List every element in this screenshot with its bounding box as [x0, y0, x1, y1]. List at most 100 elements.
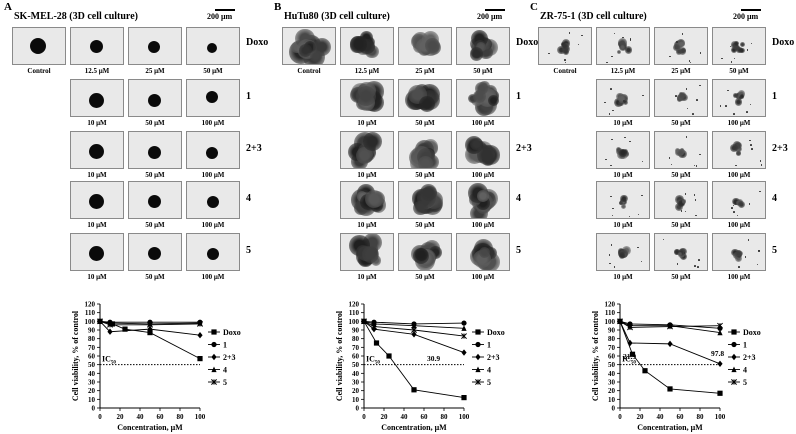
debris-speck	[608, 113, 611, 115]
legend-marker-diamond	[475, 353, 481, 361]
debris-speck	[641, 194, 643, 197]
spheroid-image	[712, 181, 766, 219]
data-point-star	[627, 324, 633, 331]
y-axis-label: Cell viability, % of control	[335, 310, 344, 401]
panel-letter: C	[530, 1, 538, 13]
y-axis-label: Cell viability, % of control	[591, 310, 600, 401]
y-tick-label: 120	[605, 301, 616, 309]
legend-marker-triangle	[475, 366, 481, 373]
spheroid-image	[596, 79, 650, 117]
y-tick-label: 90	[88, 327, 96, 335]
legend-marker-triangle	[731, 366, 737, 373]
data-point-star	[411, 327, 417, 333]
x-tick-label: 0	[98, 413, 102, 421]
debris-speck	[746, 49, 749, 51]
debris-speck	[744, 256, 747, 258]
debris-speck	[628, 215, 631, 218]
spheroid-image	[456, 131, 510, 169]
y-tick-label: 70	[608, 344, 616, 352]
y-tick-label: 50	[608, 361, 616, 369]
spheroid-cluster	[734, 98, 742, 106]
y-tick-label: 20	[88, 387, 96, 395]
data-point-triangle	[461, 325, 467, 331]
y-tick-label: 10	[88, 396, 96, 404]
x-axis-label: Concentration, μM	[381, 423, 447, 432]
data-point-diamond	[667, 340, 673, 348]
y-tick-label: 0	[612, 405, 616, 413]
debris-speck	[668, 157, 671, 159]
legend-label: 2+3	[487, 353, 500, 362]
data-point-diamond	[411, 331, 417, 338]
spheroid-image	[712, 233, 766, 271]
y-tick-label: 100	[349, 318, 360, 326]
spheroid-core	[206, 247, 219, 260]
debris-speck	[735, 164, 737, 167]
debris-speck	[746, 111, 748, 113]
debris-speck	[733, 113, 735, 115]
spheroid-cluster	[365, 189, 384, 208]
spheroid-cluster	[476, 145, 497, 166]
data-point-square	[373, 340, 380, 346]
y-tick-label: 80	[608, 335, 616, 343]
x-tick-label: 60	[157, 413, 165, 421]
spheroid-image	[596, 181, 650, 219]
row-label: 1	[516, 91, 521, 102]
spheroid-image	[340, 233, 394, 271]
spheroid-core	[147, 94, 161, 108]
spheroid-image	[712, 131, 766, 169]
concentration-label: 10 μM	[87, 273, 107, 281]
concentration-label: 100 μM	[471, 221, 495, 229]
spheroid-cluster	[484, 247, 497, 260]
data-point-star	[617, 318, 623, 325]
series-line-1	[363, 320, 465, 325]
concentration-label: 10 μM	[613, 119, 633, 127]
debris-speck	[758, 250, 760, 252]
data-point-square	[717, 390, 723, 396]
ic50-value-annotation: 30.9	[427, 354, 440, 363]
debris-speck	[732, 204, 735, 207]
debris-speck	[581, 34, 583, 37]
spheroid-cluster	[678, 249, 686, 257]
debris-speck	[670, 163, 673, 166]
debris-speck	[662, 238, 665, 241]
debris-speck	[637, 246, 639, 249]
spheroid-cluster	[620, 204, 626, 210]
spheroid-cluster	[736, 151, 741, 156]
debris-speck	[669, 55, 671, 58]
spheroid-image	[538, 27, 592, 65]
spheroid-cluster	[730, 143, 739, 152]
spheroid-image	[596, 233, 650, 271]
debris-speck	[605, 158, 607, 161]
legend-marker-square	[211, 329, 217, 335]
row-label: Doxo	[516, 37, 539, 48]
debris-speck	[736, 214, 739, 217]
debris-speck	[751, 148, 753, 150]
debris-speck	[606, 61, 608, 64]
y-tick-label: 80	[352, 335, 360, 343]
concentration-label: 10 μM	[357, 171, 377, 179]
y-tick-label: 80	[88, 335, 96, 343]
concentration-label: 100 μM	[471, 171, 495, 179]
spheroid-cluster	[619, 201, 624, 206]
row-label: 1	[246, 91, 251, 102]
y-tick-label: 0	[92, 405, 96, 413]
ic50-label: IC50	[102, 355, 116, 366]
ic50-label: IC50	[622, 355, 636, 366]
debris-speck	[642, 94, 644, 97]
debris-speck	[759, 160, 762, 162]
scale-bar-label: 200 μm	[207, 12, 233, 21]
spheroid-image	[340, 79, 394, 117]
debris-speck	[613, 266, 616, 268]
spheroid-cluster	[557, 45, 566, 55]
x-tick-label: 100	[715, 413, 726, 421]
series-line-2+3	[619, 321, 721, 365]
spheroid-cluster	[415, 247, 429, 262]
spheroid-image	[712, 79, 766, 117]
debris-speck	[697, 266, 699, 268]
spheroid-cluster	[616, 49, 622, 55]
spheroid-image	[128, 79, 182, 117]
y-tick-label: 110	[349, 309, 360, 317]
spheroid-image	[654, 27, 708, 65]
spheroid-cluster	[361, 246, 379, 264]
debris-speck	[684, 210, 687, 212]
